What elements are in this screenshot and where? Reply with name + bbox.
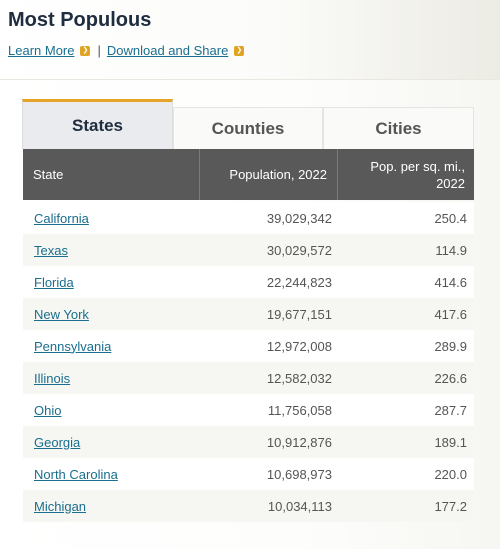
column-header-population-label: Population, 2022 bbox=[229, 167, 327, 182]
table-row: Ohio 11,756,058 287.7 bbox=[23, 394, 474, 426]
table-row: Michigan 10,034,113 177.2 bbox=[23, 490, 474, 522]
population-cell: 30,029,572 bbox=[266, 242, 332, 258]
state-link[interactable]: Ohio bbox=[34, 402, 62, 418]
population-cell: 39,029,342 bbox=[266, 210, 332, 226]
tab-counties[interactable]: Counties bbox=[173, 107, 323, 149]
state-link[interactable]: New York bbox=[34, 306, 89, 322]
table-row: New York 19,677,151 417.6 bbox=[23, 298, 474, 330]
state-link[interactable]: Florida bbox=[34, 274, 74, 290]
density-cell: 220.0 bbox=[434, 466, 467, 482]
external-link-icon[interactable]: ❯ bbox=[80, 45, 91, 56]
density-cell: 289.9 bbox=[434, 338, 467, 354]
table-row: Florida 22,244,823 414.6 bbox=[23, 266, 474, 298]
column-header-state-label: State bbox=[33, 167, 64, 182]
density-cell: 287.7 bbox=[434, 402, 467, 418]
population-cell: 19,677,151 bbox=[266, 306, 332, 322]
learn-more-link[interactable]: Learn More bbox=[8, 43, 75, 58]
header-links: Learn More ❯ | Download and Share ❯ bbox=[8, 43, 245, 58]
population-cell: 22,244,823 bbox=[266, 274, 332, 290]
tab-cities[interactable]: Cities bbox=[323, 107, 474, 149]
table-row: Pennsylvania 12,972,008 289.9 bbox=[23, 330, 474, 362]
density-cell: 417.6 bbox=[434, 306, 467, 322]
column-header-density-line2: 2022 bbox=[436, 175, 465, 191]
tab-states[interactable]: States bbox=[22, 99, 173, 149]
state-link[interactable]: Michigan bbox=[34, 498, 87, 514]
density-cell: 226.6 bbox=[434, 370, 467, 386]
most-populous-panel: States Counties Cities State Population,… bbox=[22, 99, 476, 527]
density-cell: 414.6 bbox=[434, 274, 467, 290]
state-link[interactable]: Georgia bbox=[34, 434, 81, 450]
population-cell: 11,756,058 bbox=[267, 402, 332, 418]
density-cell: 114.9 bbox=[435, 242, 467, 258]
state-link[interactable]: Illinois bbox=[34, 370, 71, 386]
table-row: North Carolina 10,698,973 220.0 bbox=[23, 458, 474, 490]
column-header-density-label: Pop. per sq. mi., 2022 bbox=[370, 158, 465, 192]
column-header-state[interactable]: State bbox=[23, 149, 200, 200]
column-header-density-line1: Pop. per sq. mi., bbox=[370, 158, 465, 174]
table-body: California 39,029,342 250.4 Texas 30,029… bbox=[23, 202, 474, 522]
table-row: Georgia 10,912,876 189.1 bbox=[23, 426, 474, 458]
state-link[interactable]: North Carolina bbox=[34, 466, 118, 482]
table-row: California 39,029,342 250.4 bbox=[23, 202, 474, 234]
population-cell: 10,698,973 bbox=[266, 466, 332, 482]
table-row: Texas 30,029,572 114.9 bbox=[23, 234, 474, 266]
page-header: Most Populous Learn More ❯ | Download an… bbox=[0, 0, 500, 80]
table-row: Illinois 12,582,032 226.6 bbox=[23, 362, 474, 394]
population-cell: 10,912,876 bbox=[266, 434, 332, 450]
state-link[interactable]: Pennsylvania bbox=[34, 338, 112, 354]
column-header-population[interactable]: Population, 2022 bbox=[200, 149, 338, 200]
density-cell: 189.1 bbox=[434, 434, 467, 450]
state-link[interactable]: California bbox=[34, 210, 89, 226]
population-cell: 10,034,113 bbox=[267, 498, 332, 514]
table-header: State Population, 2022 Pop. per sq. mi.,… bbox=[23, 149, 474, 200]
external-link-icon[interactable]: ❯ bbox=[234, 45, 245, 56]
density-cell: 250.4 bbox=[434, 210, 467, 226]
column-header-density[interactable]: Pop. per sq. mi., 2022 bbox=[338, 149, 474, 200]
page-title: Most Populous bbox=[8, 9, 152, 31]
population-cell: 12,972,008 bbox=[266, 338, 332, 354]
density-cell: 177.2 bbox=[434, 498, 467, 514]
population-cell: 12,582,032 bbox=[266, 370, 332, 386]
link-separator: | bbox=[97, 43, 101, 58]
state-link[interactable]: Texas bbox=[34, 242, 68, 258]
download-share-link[interactable]: Download and Share bbox=[106, 43, 229, 58]
